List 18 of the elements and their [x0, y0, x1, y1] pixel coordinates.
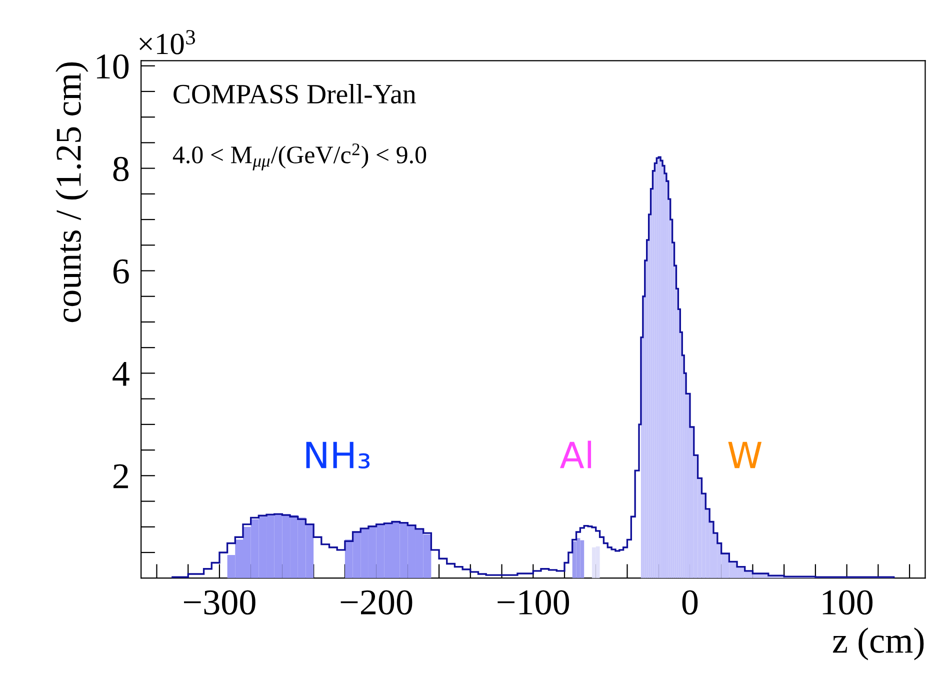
y-tick-label: 4 [112, 362, 130, 386]
annotation: COMPASS Drell-Yan [174, 84, 416, 104]
y-tick-label: 8 [113, 156, 129, 182]
y-tick-label: 2 [113, 464, 128, 488]
y-axis-title: counts / (1.25 cm) [56, 62, 88, 322]
annotation: W [728, 442, 762, 468]
x-tick-label: 0 [682, 590, 698, 615]
x-tick-label: −200 [340, 590, 412, 615]
x-axis-title: z (cm) [832, 628, 924, 660]
x-tick-label: 100 [822, 590, 873, 615]
annotation: Al [560, 440, 592, 468]
x-tick-label: −300 [184, 590, 256, 615]
y-tick-label: 10 [97, 54, 129, 79]
y-tick-label: 6 [113, 259, 129, 284]
text: ×10$^{3}$ [140, 30, 196, 54]
annotation: 4.0 < M$_{μμ}$/(GeV/c$^{2}$) < 9.0 [172, 144, 426, 170]
annotation: NH₃ [306, 442, 370, 469]
x-tick-label: −100 [498, 590, 570, 615]
